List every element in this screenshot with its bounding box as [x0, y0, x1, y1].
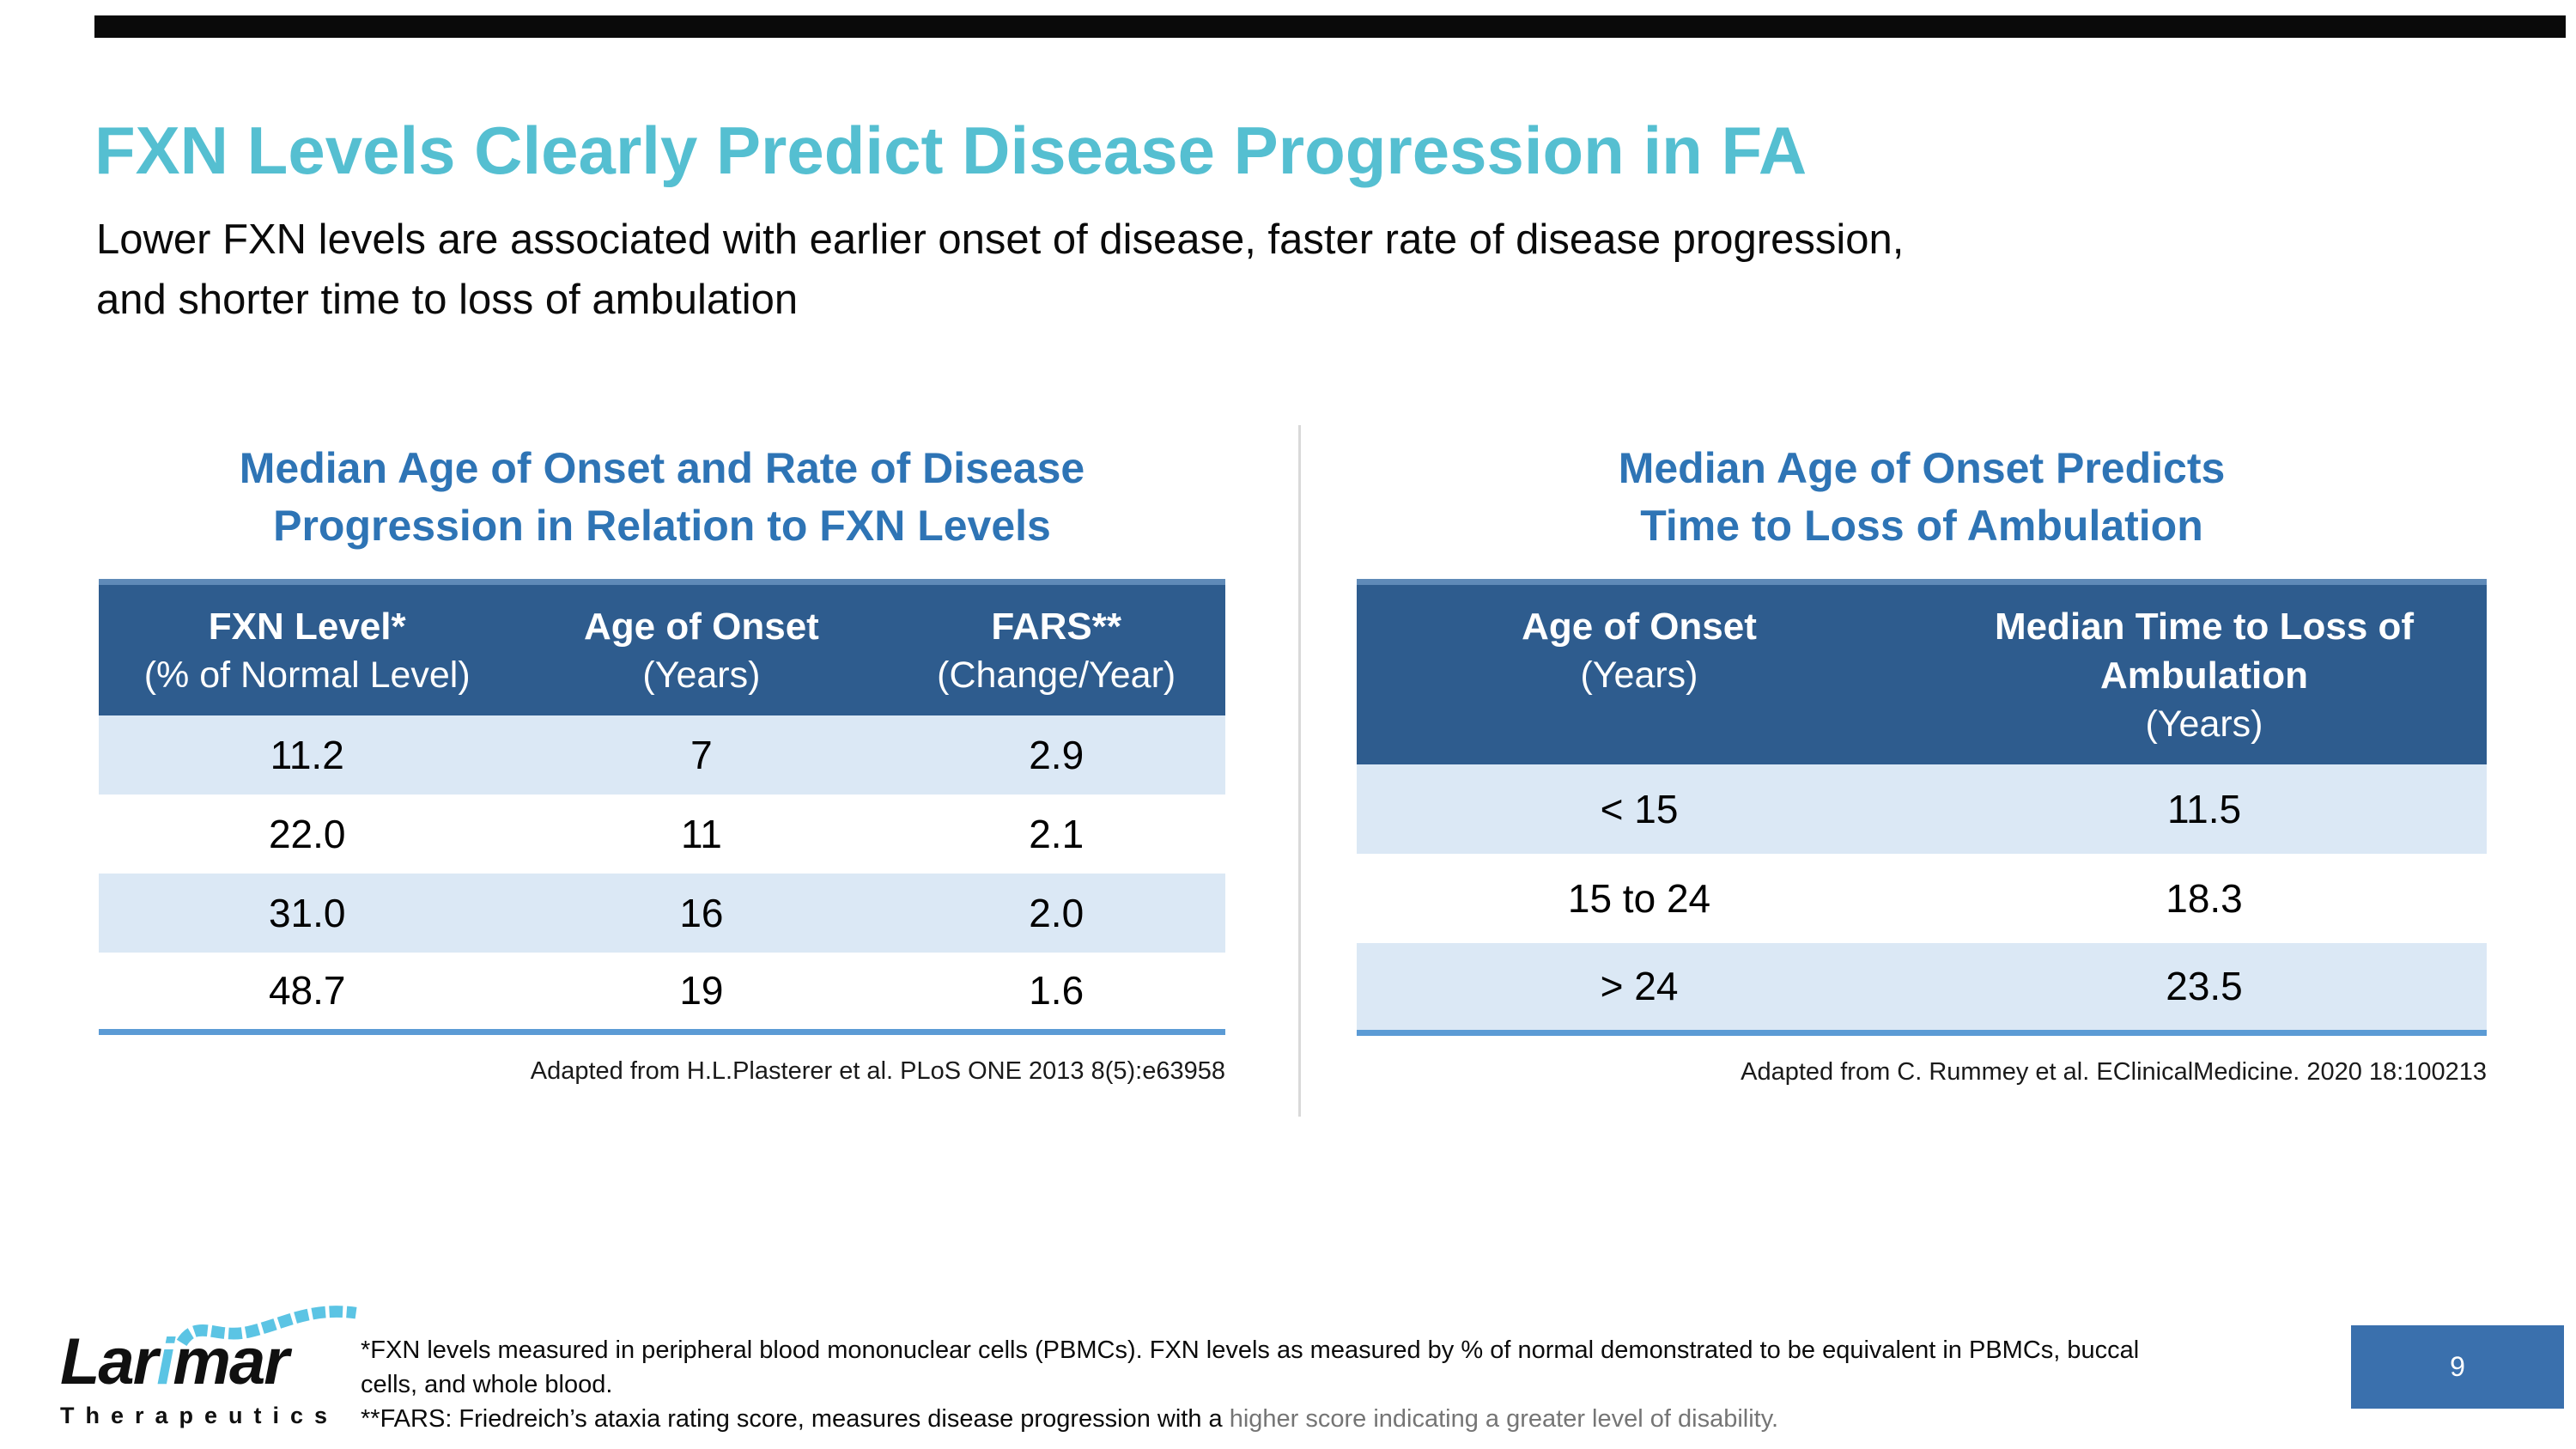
table-row: < 15 11.5 [1357, 764, 2487, 854]
table-cell: 11 [515, 795, 888, 874]
footnote2: **FARS: Friedreich’s ataxia rating score… [361, 1402, 2361, 1436]
fxn-progression-table: FXN Level* (% of Normal Level) Age of Onse… [99, 579, 1225, 1035]
column-header: Median Time to Loss of Ambulation (Years) [1922, 579, 2487, 764]
table-row: 22.0 11 2.1 [99, 795, 1225, 874]
table-cell: 18.3 [1922, 854, 2487, 943]
panel-divider-line [1298, 425, 1301, 1117]
footnote2-grey: higher score indicating a greater level … [1229, 1405, 1779, 1433]
top-accent-bar [94, 15, 2566, 38]
right-panel-heading: Median Age of Onset Predicts Time to Los… [1357, 440, 2487, 555]
column-header-line: Ambulation [2100, 654, 2308, 697]
table-cell: 19 [515, 953, 888, 1032]
column-header: Age of Onset (Years) [1357, 579, 1922, 764]
wordmark-i: i [156, 1325, 174, 1398]
slide-title: FXN Levels Clearly Predict Disease Progr… [94, 113, 1807, 188]
table-row: 15 to 24 18.3 [1357, 854, 2487, 943]
slide-subtitle: Lower FXN levels are associated with ear… [96, 210, 2243, 330]
footnote2-black: **FARS: Friedreich’s ataxia rating score… [361, 1405, 1230, 1433]
column-header-line: FARS** [991, 606, 1121, 648]
table-row: 48.7 19 1.6 [99, 953, 1225, 1032]
ambulation-table: Age of Onset (Years) Median Time to Loss o… [1357, 579, 2487, 1036]
larimar-therapeutics-label: Therapeutics [60, 1403, 339, 1428]
page-number: 9 [2450, 1351, 2465, 1382]
column-header: FARS** (Change/Year) [887, 579, 1225, 715]
column-header: FXN Level* (% of Normal Level) [99, 579, 516, 715]
table-header-row: FXN Level* (% of Normal Level) Age of Onse… [99, 579, 1225, 715]
column-header: Age of Onset (Years) [515, 579, 888, 715]
right-panel: Median Age of Onset Predicts Time to Los… [1357, 440, 2487, 1087]
table-cell: 16 [515, 874, 888, 953]
wordmark-part1: Lar [60, 1325, 158, 1398]
table-cell: > 24 [1357, 943, 1922, 1032]
table-header-row: Age of Onset (Years) Median Time to Loss o… [1357, 579, 2487, 764]
column-header-line: Age of Onset [584, 606, 819, 648]
table-cell: 11.5 [1922, 764, 2487, 854]
left-heading-line1: Median Age of Onset and Rate of Disease [239, 444, 1085, 492]
column-header-line: (Years) [1580, 654, 1698, 696]
column-header-line: (Years) [2145, 703, 2263, 745]
larimar-logo: Larimar Therapeutics [60, 1306, 357, 1429]
table-cell: 23.5 [1922, 943, 2487, 1032]
left-panel: Median Age of Onset and Rate of Disease … [99, 440, 1225, 1086]
table-cell: 31.0 [99, 874, 516, 953]
footnote1-line2: cells, and whole blood. [361, 1371, 613, 1398]
page-number-box: 9 [2351, 1325, 2564, 1409]
table-cell: 48.7 [99, 953, 516, 1032]
right-heading-line1: Median Age of Onset Predicts [1618, 444, 2226, 492]
column-header-line: (Change/Year) [937, 654, 1176, 696]
table-row: 31.0 16 2.0 [99, 874, 1225, 953]
column-header-line: (% of Normal Level) [143, 654, 471, 696]
footnote1-line1: *FXN levels measured in peripheral blood… [361, 1336, 2140, 1364]
table-cell: 2.0 [887, 874, 1225, 953]
left-panel-heading: Median Age of Onset and Rate of Disease … [99, 440, 1225, 555]
column-header-line: Median Time to Loss of [1994, 606, 2415, 648]
table-cell: < 15 [1357, 764, 1922, 854]
table-cell: 15 to 24 [1357, 854, 1922, 943]
right-table-caption: Adapted from C. Rummey et al. EClinicalM… [1741, 1057, 2487, 1086]
larimar-wordmark: Larimar [60, 1306, 357, 1399]
table-cell: 11.2 [99, 715, 516, 795]
helix-ribbon-icon [176, 1306, 357, 1347]
slide-subtitle-line1: Lower FXN levels are associated with ear… [96, 216, 1905, 263]
left-table-caption: Adapted from H.L.Plasterer et al. PLoS O… [530, 1056, 1225, 1085]
column-header-line: Age of Onset [1522, 606, 1757, 648]
right-heading-line2: Time to Loss of Ambulation [1640, 502, 2203, 550]
column-header-line: (Years) [642, 654, 761, 696]
table-cell: 2.9 [887, 715, 1225, 795]
table-cell: 1.6 [887, 953, 1225, 1032]
table-row: 11.2 7 2.9 [99, 715, 1225, 795]
column-header-line: FXN Level* [208, 606, 406, 648]
slide-subtitle-line2: and shorter time to loss of ambulation [96, 277, 799, 323]
footnotes: *FXN levels measured in peripheral blood… [361, 1333, 2361, 1436]
table-row: > 24 23.5 [1357, 943, 2487, 1032]
table-cell: 2.1 [887, 795, 1225, 874]
table-cell: 22.0 [99, 795, 516, 874]
left-heading-line2: Progression in Relation to FXN Levels [273, 502, 1051, 550]
table-cell: 7 [515, 715, 888, 795]
